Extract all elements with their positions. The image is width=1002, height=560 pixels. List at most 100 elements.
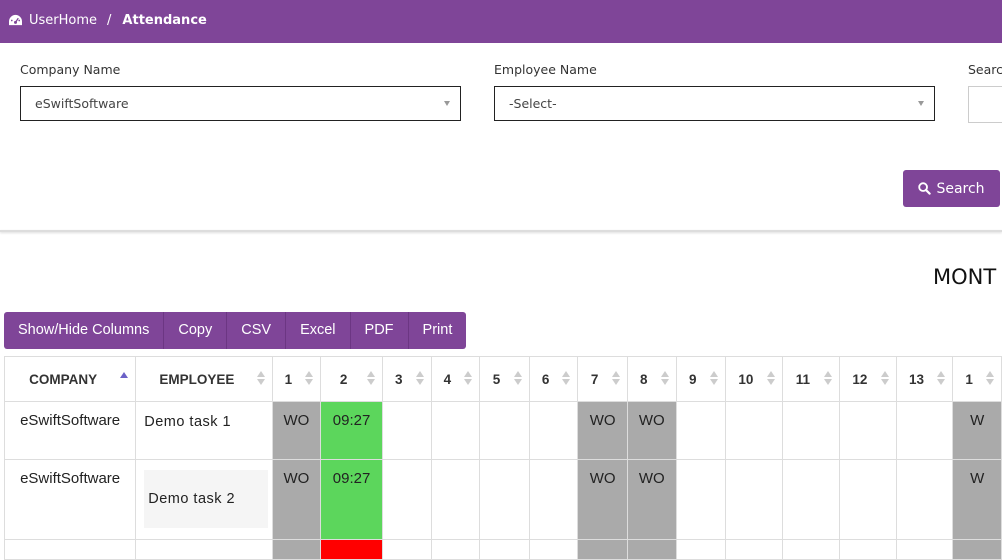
employee-name-label: Employee Name — [494, 62, 597, 77]
day-cell — [725, 459, 783, 540]
csv-button[interactable]: CSV — [227, 312, 287, 349]
column-header-day-2[interactable]: 2 — [320, 356, 383, 402]
column-header-label: 10 — [738, 371, 754, 387]
sort-icon — [937, 371, 946, 385]
column-header-day-4[interactable]: 4 — [430, 356, 481, 402]
column-header-day-5[interactable]: 5 — [479, 356, 530, 402]
day-cell: 09:27 — [320, 459, 383, 540]
column-header-label: 5 — [492, 371, 501, 387]
day-cell: 09:27 — [320, 401, 383, 460]
column-header-label: 1 — [284, 371, 293, 387]
column-header-label: 6 — [541, 371, 550, 387]
company-cell: eSwiftSoftware — [3, 459, 137, 540]
breadcrumb-home-link[interactable]: UserHome — [29, 13, 98, 28]
company-select[interactable]: eSwiftSoftware — [20, 86, 461, 121]
search-label: Searc — [968, 62, 1002, 77]
day-value: WO — [638, 412, 665, 429]
column-header-day-1[interactable]: 1 — [271, 356, 322, 402]
column-header-label: 4 — [443, 371, 452, 387]
column-header-day-14[interactable]: 1 — [952, 356, 1002, 402]
sort-icon — [464, 371, 473, 385]
pdf-button[interactable]: PDF — [351, 312, 409, 349]
day-cell — [781, 459, 841, 540]
sort-icon — [513, 371, 522, 385]
caret-down-icon — [444, 101, 450, 106]
day-cell — [895, 401, 954, 460]
column-header-label: COMPANY — [29, 371, 98, 387]
company-value: eSwiftSoftware — [20, 470, 121, 487]
column-header-day-6[interactable]: 6 — [528, 356, 579, 402]
column-header-label: 7 — [590, 371, 599, 387]
day-cell — [781, 401, 841, 460]
column-header-employee[interactable]: EMPLOYEE — [135, 356, 273, 402]
day-cell: W — [952, 459, 1002, 540]
sort-icon — [415, 371, 424, 385]
export-toolbar: Show/Hide Columns Copy CSV Excel PDF Pri… — [4, 312, 467, 349]
day-cell — [479, 459, 530, 540]
day-cell — [430, 459, 481, 540]
sort-icon — [305, 371, 314, 385]
search-icon — [918, 182, 932, 195]
day-cell — [839, 459, 897, 540]
copy-button[interactable]: Copy — [164, 312, 228, 349]
sort-icon — [986, 371, 994, 385]
day-value: W — [970, 412, 985, 429]
column-header-label: EMPLOYEE — [159, 371, 235, 387]
attendance-table: COMPANY EMPLOYEE 1 2 3 4 5 6 7 8 9 10 11 12 13 1 eSwift… — [3, 356, 1002, 560]
column-header-company[interactable]: COMPANY — [3, 356, 137, 402]
excel-button[interactable]: Excel — [286, 312, 351, 349]
column-header-day-3[interactable]: 3 — [382, 356, 432, 402]
company-cell: eSwiftSoftware — [3, 401, 137, 460]
day-cell — [382, 459, 432, 540]
caret-down-icon — [918, 101, 924, 106]
column-header-day-11[interactable]: 11 — [781, 356, 841, 402]
column-header-day-9[interactable]: 9 — [675, 356, 727, 402]
column-header-label: 11 — [795, 371, 811, 387]
sort-icon — [766, 371, 775, 385]
day-cell — [528, 401, 579, 460]
search-button[interactable]: Search — [903, 170, 1000, 207]
table-row: eSwiftSoftware Demo task 2 WO 09:27 WO WO W — [3, 459, 1002, 540]
day-value: WO — [283, 412, 310, 429]
column-header-day-12[interactable]: 12 — [839, 356, 897, 402]
sort-icon — [256, 371, 265, 385]
day-value: 09:27 — [332, 412, 371, 429]
column-header-label: 1 — [965, 371, 973, 387]
day-cell: W — [952, 401, 1002, 460]
employee-select-value: -Select- — [509, 96, 557, 111]
sort-icon — [880, 371, 889, 385]
table-row: eSwiftSoftware Demo task 1 WO 09:27 WO WO W — [3, 401, 1002, 460]
day-value: WO — [638, 470, 665, 487]
day-cell — [675, 459, 727, 540]
print-button[interactable]: Print — [422, 322, 453, 338]
breadcrumb-current: Attendance — [122, 13, 207, 28]
search-button-label: Search — [936, 180, 985, 197]
company-name-label: Company Name — [20, 62, 121, 77]
search-input[interactable] — [968, 86, 1002, 123]
day-cell — [479, 401, 530, 460]
day-cell — [895, 459, 954, 540]
day-cell — [725, 401, 783, 460]
sort-icon — [710, 371, 719, 385]
column-header-label: 13 — [908, 371, 925, 387]
day-cell: WO — [577, 401, 628, 460]
sort-icon — [824, 371, 833, 385]
breadcrumb-separator: / — [107, 13, 112, 28]
column-header-day-13[interactable]: 13 — [895, 356, 954, 402]
day-value: WO — [589, 470, 616, 487]
day-cell — [839, 401, 897, 460]
day-value: 09:27 — [332, 470, 371, 487]
employee-select[interactable]: -Select- — [494, 86, 935, 121]
show-hide-columns-button[interactable]: Show/Hide Columns — [4, 312, 165, 349]
column-header-day-7[interactable]: 7 — [577, 356, 628, 402]
column-header-day-10[interactable]: 10 — [725, 356, 783, 402]
day-cell: WO — [577, 459, 628, 540]
employee-cell: Demo task 1 — [135, 401, 273, 460]
column-header-label: 9 — [689, 371, 697, 387]
top-bar: UserHome / Attendance — [0, 0, 1002, 43]
employee-value: Demo task 2 — [144, 470, 269, 528]
day-cell — [430, 401, 481, 460]
column-header-day-8[interactable]: 8 — [626, 356, 677, 402]
company-select-value: eSwiftSoftware — [35, 96, 129, 111]
sort-icon — [120, 372, 129, 378]
